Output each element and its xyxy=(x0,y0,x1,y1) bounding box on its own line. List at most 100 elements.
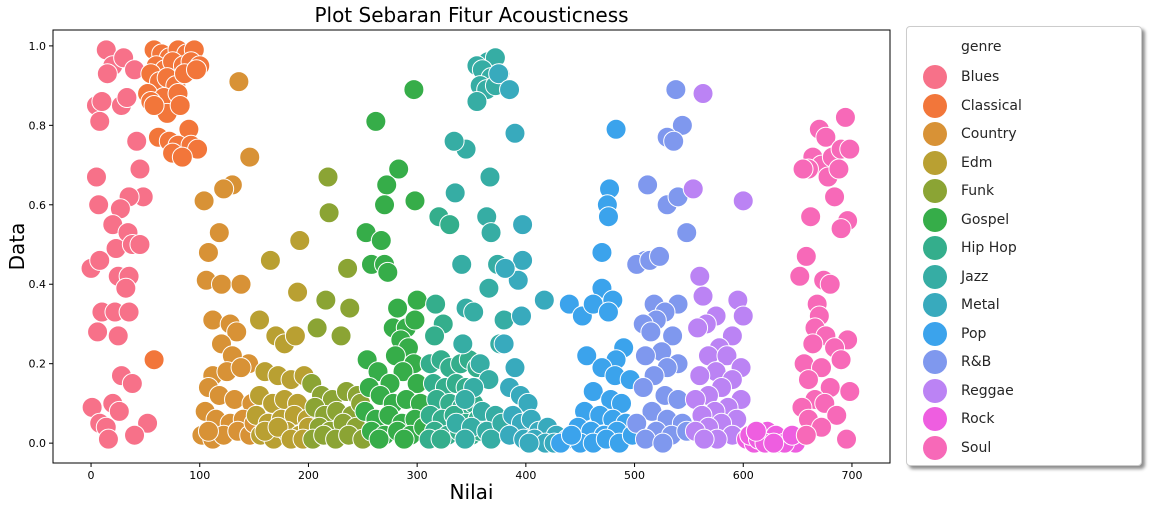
legend-item-edm: Edm xyxy=(923,149,992,177)
point-hip-hop xyxy=(425,293,447,315)
point-classical xyxy=(143,349,165,371)
point-blues xyxy=(89,249,111,271)
point-gospel xyxy=(404,309,426,331)
point-r-b xyxy=(676,222,698,244)
point-edm xyxy=(249,309,271,331)
point-pop xyxy=(597,206,619,228)
point-classical xyxy=(143,94,165,116)
point-gospel xyxy=(403,79,425,101)
point-country xyxy=(197,241,219,263)
point-metal xyxy=(488,63,510,85)
point-reggae xyxy=(689,365,711,387)
point-r-b xyxy=(634,428,656,450)
point-jazz xyxy=(451,253,473,275)
point-pop xyxy=(605,118,627,140)
legend-item-r-b: R&B xyxy=(923,348,991,376)
point-r-b xyxy=(634,345,656,367)
point-metal xyxy=(512,214,534,236)
y-tick-label: 0.6 xyxy=(29,199,47,212)
point-reggae xyxy=(716,345,738,367)
point-reggae xyxy=(692,83,714,105)
point-country xyxy=(228,71,250,93)
point-country xyxy=(210,273,232,295)
point-r-b xyxy=(665,79,687,101)
point-soul xyxy=(836,428,858,450)
point-blues xyxy=(89,110,111,132)
point-country xyxy=(213,178,235,200)
point-reggae xyxy=(732,190,754,212)
x-tick-label: 500 xyxy=(624,469,645,482)
point-gospel xyxy=(406,289,428,311)
point-blues xyxy=(87,321,109,343)
point-gospel xyxy=(370,230,392,252)
point-jazz xyxy=(479,166,501,188)
y-tick-label: 0.0 xyxy=(29,437,47,450)
point-r-b xyxy=(663,130,685,152)
point-reggae xyxy=(721,325,743,347)
legend-label: Pop xyxy=(961,325,987,342)
point-funk xyxy=(339,297,361,319)
legend-marker xyxy=(923,236,947,260)
legend-marker xyxy=(923,65,947,89)
point-r-b xyxy=(632,377,654,399)
point-reggae xyxy=(682,178,704,200)
legend-marker xyxy=(923,293,947,317)
legend-item-pop: Pop xyxy=(923,320,986,348)
point-soul xyxy=(824,186,846,208)
point-jazz xyxy=(463,301,485,323)
legend-label: R&B xyxy=(961,354,992,370)
legend-marker xyxy=(923,407,947,431)
point-funk xyxy=(306,317,328,339)
legend-item-gospel: Gospel xyxy=(923,206,1009,234)
x-tick-label: 700 xyxy=(841,469,862,482)
point-soul xyxy=(839,138,861,160)
point-jazz xyxy=(478,277,500,299)
legend-label: Funk xyxy=(961,183,995,199)
point-country xyxy=(208,222,230,244)
point-blues xyxy=(129,234,151,256)
legend-marker xyxy=(923,350,947,374)
legend-label: Classical xyxy=(961,97,1022,114)
point-jazz xyxy=(454,388,476,410)
point-gospel xyxy=(387,297,409,319)
point-soul xyxy=(815,126,837,148)
point-classical xyxy=(185,59,207,81)
point-soul xyxy=(839,380,861,402)
point-jazz xyxy=(443,130,465,152)
point-country xyxy=(230,273,252,295)
legend-marker xyxy=(923,435,947,460)
point-metal xyxy=(512,249,534,271)
point-edm xyxy=(267,416,289,438)
point-edm xyxy=(287,281,309,303)
point-metal xyxy=(507,269,529,291)
point-funk xyxy=(337,257,359,279)
point-soul xyxy=(795,245,817,267)
point-r-b xyxy=(626,412,648,434)
legend-label: Edm xyxy=(961,154,993,171)
legend-label: Hip Hop xyxy=(961,240,1017,256)
point-edm xyxy=(284,325,306,347)
point-hip-hop xyxy=(424,325,446,347)
point-r-b xyxy=(637,174,659,196)
point-hip-hop xyxy=(439,214,461,236)
point-jazz xyxy=(454,428,476,450)
point-jazz xyxy=(466,91,488,113)
x-tick-label: 300 xyxy=(407,469,428,482)
point-reggae xyxy=(687,317,709,339)
legend-marker xyxy=(923,150,947,175)
legend-item-soul: Soul xyxy=(923,434,991,462)
point-country xyxy=(193,190,215,212)
point-soul xyxy=(819,273,841,295)
point-blues xyxy=(118,301,140,323)
legend: genre Blues Classical Country Edm Funk Gospel… xyxy=(906,26,1142,466)
point-soul xyxy=(830,349,852,371)
x-tick-label: 400 xyxy=(515,469,536,482)
point-soul xyxy=(834,106,856,128)
legend-marker xyxy=(923,264,947,289)
point-pop xyxy=(597,301,619,323)
point-reggae xyxy=(692,285,714,307)
legend-title: genre xyxy=(961,39,1002,55)
legend-item-country: Country xyxy=(923,120,1017,148)
point-blues xyxy=(96,63,118,85)
